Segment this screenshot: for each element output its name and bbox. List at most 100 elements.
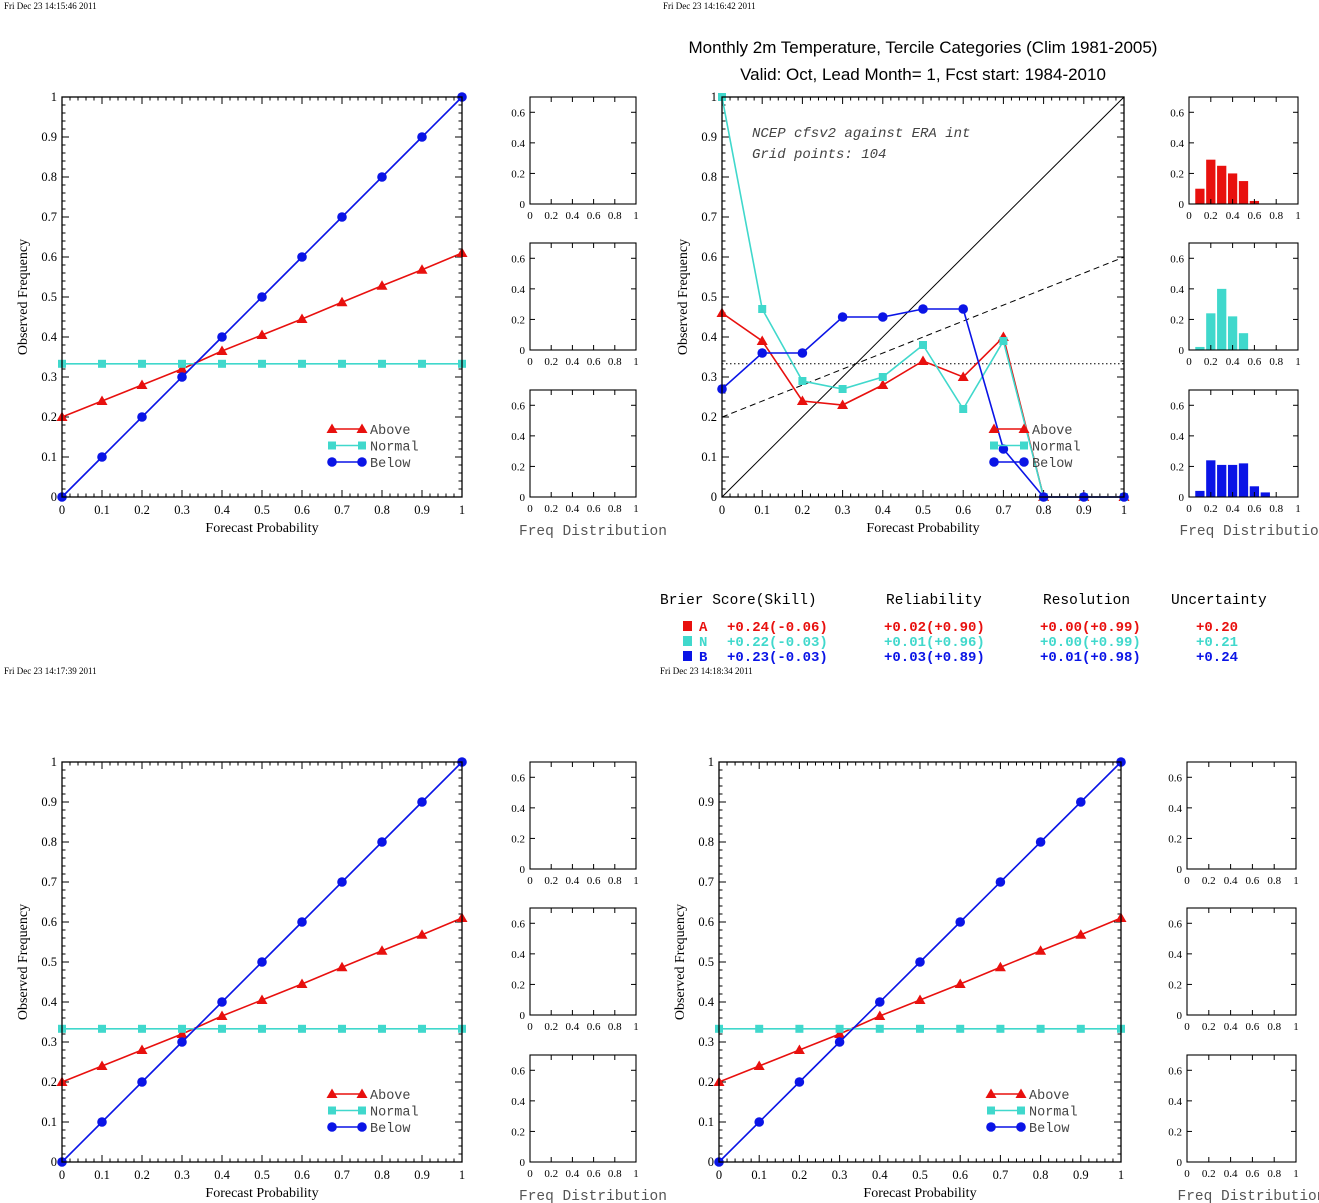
- x-tick-label: 0.3: [832, 1168, 848, 1182]
- x-tick-label: 0.7: [334, 1168, 350, 1182]
- data-point-normal: [418, 359, 426, 368]
- x-tick-label: 0.2: [792, 1168, 808, 1182]
- hist-x-tick-label: 0.4: [1224, 875, 1238, 887]
- data-point-below: [995, 877, 1006, 887]
- hist-y-tick-label: 0.6: [511, 400, 525, 412]
- hist-x-tick-label: 0: [527, 1168, 533, 1180]
- x-tick-label: 0: [716, 1168, 722, 1182]
- legend-marker-above: [985, 1088, 997, 1098]
- hist-x-tick-label: 0.8: [1267, 875, 1281, 887]
- hist-y-tick-label: 0.4: [1170, 138, 1184, 150]
- data-point-normal: [996, 1024, 1005, 1033]
- hist-y-tick-label: 0: [520, 199, 526, 211]
- hist-x-tick-label: 0.2: [1202, 1168, 1216, 1180]
- figure-subtitle: Valid: Oct, Lead Month= 1, Fcst start: 1…: [740, 65, 1106, 84]
- plot-frame: [61, 761, 463, 1163]
- hist-x-tick-label: 0.2: [544, 356, 558, 368]
- hist-x-tick-label: 0.2: [544, 1021, 558, 1033]
- data-point-above: [793, 1044, 805, 1054]
- data-point-below: [1035, 837, 1046, 847]
- histogram-frame: [1186, 907, 1297, 1016]
- hist-x-tick-label: 0: [1184, 1021, 1190, 1033]
- y-tick-label: 0.4: [698, 995, 714, 1009]
- score-header-reliability: Reliability: [886, 593, 982, 609]
- x-tick-label: 0.5: [254, 503, 270, 517]
- hist-y-tick-label: 0: [1179, 492, 1185, 504]
- data-point-above: [136, 1044, 148, 1054]
- legend-label-normal: Normal: [1029, 1106, 1078, 1121]
- data-point-normal: [338, 1024, 346, 1033]
- y-tick-label: 0.7: [698, 875, 714, 889]
- hist-x-tick-label: 0.4: [1224, 1168, 1238, 1180]
- histogram-frame: [1186, 1054, 1297, 1163]
- y-tick-label: 0: [51, 490, 57, 504]
- hist-y-tick-label: 0.6: [1170, 107, 1184, 119]
- legend-marker-below: [357, 1122, 367, 1132]
- x-tick-label: 0.3: [835, 503, 851, 517]
- data-point-normal: [418, 1024, 426, 1033]
- series-above: [56, 912, 468, 1086]
- hist-x-tick-label: 0.6: [1246, 1021, 1260, 1033]
- data-point-above: [176, 363, 188, 373]
- data-point-below: [97, 1117, 107, 1127]
- histogram-bar-above: [1195, 188, 1205, 204]
- series-normal: [58, 359, 466, 368]
- data-point-above: [176, 1028, 188, 1038]
- data-point-normal: [838, 385, 847, 393]
- hist-y-tick-label: 0.2: [511, 833, 525, 845]
- hist-x-tick-label: 1: [633, 503, 639, 515]
- y-axis-label: Observed Frequency: [16, 239, 31, 355]
- hist-y-tick-label: 0: [520, 1157, 526, 1169]
- data-point-below: [878, 312, 888, 322]
- y-tick-label: 0: [51, 1155, 57, 1169]
- data-point-above: [954, 978, 966, 988]
- y-tick-label: 0.1: [698, 1115, 714, 1129]
- hist-x-tick-label: 1: [633, 875, 639, 887]
- data-point-normal: [338, 359, 346, 368]
- data-point-above: [336, 296, 348, 307]
- y-axis-label: Observed Frequency: [676, 239, 691, 355]
- hist-x-tick-label: 0.2: [1204, 503, 1218, 515]
- histogram-bar-above: [1217, 165, 1227, 204]
- hist-y-tick-label: 0: [1177, 1010, 1183, 1022]
- y-tick-label: 0.7: [41, 210, 57, 224]
- data-point-above: [216, 345, 228, 355]
- x-tick-label: 0.4: [214, 1168, 230, 1182]
- hist-x-tick-label: 0: [527, 356, 533, 368]
- data-point-normal: [298, 1024, 306, 1033]
- y-tick-label: 0.3: [701, 370, 717, 384]
- legend-marker-normal: [1017, 1106, 1025, 1115]
- timestamp-top-right: Fri Dec 23 14:16:42 2011: [663, 1, 756, 11]
- hist-x-tick-label: 0.4: [1226, 503, 1240, 515]
- x-tick-label: 0.6: [952, 1168, 968, 1182]
- y-tick-label: 0.5: [41, 290, 57, 304]
- data-point-above: [256, 994, 268, 1004]
- hist-x-tick-label: 0.4: [566, 1168, 580, 1180]
- data-point-below: [837, 312, 848, 322]
- y-tick-label: 0.8: [41, 170, 57, 184]
- x-axis-label: Forecast Probability: [205, 521, 318, 536]
- data-point-normal: [956, 1024, 965, 1033]
- data-point-above: [834, 1028, 846, 1038]
- y-tick-label: 0.9: [41, 130, 57, 144]
- data-point-normal: [959, 405, 968, 413]
- plot-frame: [718, 761, 1122, 1163]
- x-tick-label: 0.4: [214, 503, 230, 517]
- plot-frame: [721, 96, 1125, 498]
- x-tick-label: 0.9: [1076, 503, 1092, 517]
- y-tick-label: 0.8: [701, 170, 717, 184]
- hist-x-tick-label: 0.6: [1246, 875, 1260, 887]
- data-point-above: [957, 371, 969, 381]
- y-axis-label: Observed Frequency: [673, 904, 688, 1020]
- hist-x-tick-label: 1: [633, 1021, 639, 1033]
- data-point-below: [377, 172, 387, 182]
- y-tick-label: 0.9: [698, 795, 714, 809]
- histogram-frame: [529, 907, 637, 1016]
- hist-y-tick-label: 0.2: [1170, 168, 1184, 180]
- data-point-below: [797, 348, 808, 358]
- reliability-panel-bottom-right: 000.10.10.20.20.30.30.40.40.50.50.60.60.…: [673, 755, 1319, 1203]
- no-skill-line: [721, 256, 1125, 418]
- data-point-below: [417, 797, 427, 807]
- legend-marker-normal: [987, 1106, 995, 1115]
